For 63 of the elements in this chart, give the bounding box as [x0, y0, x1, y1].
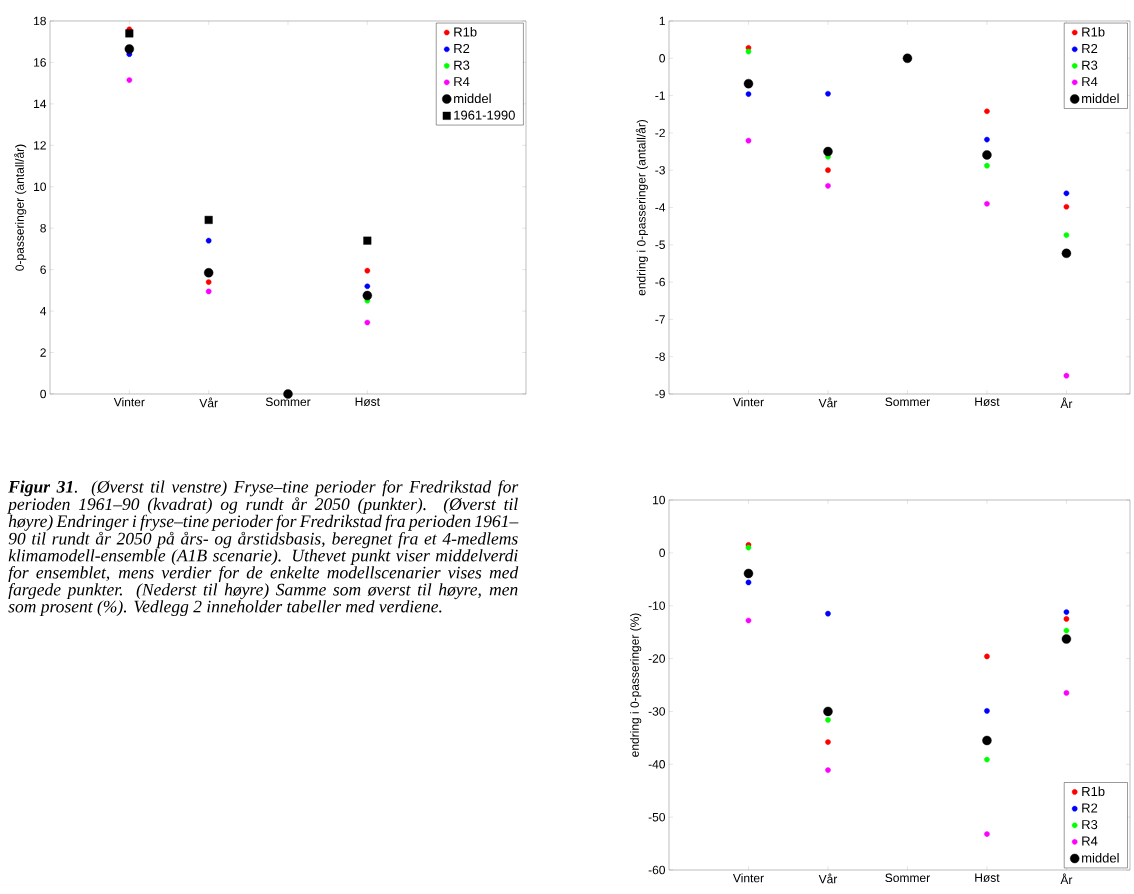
legend-label: R4: [1082, 77, 1098, 87]
legend-label: R3: [454, 60, 470, 70]
y-tick-label: -20: [648, 654, 666, 663]
text: Figur 31. (Øverst til venstre) Fryse–tine perioder for Fredrikstad for perioden 1961–90 (kvadrat) og rundt år 2050 (punkter). (Øverst til høyre) Endringer i fryse–tine perioder for Fredrikstad fra perioden 1961–90 til rundt år 2050 på års- og årstidsbasis, beregnet fra et 4-medlems klimamodell-ensemble (A1B scenarie). Uthevet punkt viser middelverdi for ensemblet, mens verdier for de enkelte modellscenarier vises med fargede punkter. (Nederst til høyre) Samme som øverst til høyre, men som prosent (%). Vedlegg 2 inneholder tabeller med verdiene.: [7, 480, 519, 617]
legend-label: R1b: [1082, 27, 1105, 37]
y-tick-label: -9: [655, 389, 665, 399]
y-tick-label: -4: [655, 203, 666, 212]
legend-label: R3: [1082, 60, 1098, 70]
x-tick-label: Sommer: [885, 873, 930, 883]
y-tick-label: 0: [659, 548, 666, 558]
y-tick-label: 0: [659, 54, 666, 63]
y-tick-label: 1: [659, 16, 665, 26]
legend-label: middel: [1082, 853, 1119, 863]
x-tick-label: Vår: [818, 873, 838, 884]
legend-label: R4: [454, 77, 470, 87]
legend-label: R1b: [1082, 786, 1105, 797]
x-tick-label: Høst: [975, 873, 1000, 883]
y-tick-label: 14: [34, 99, 47, 109]
y-axis-title: 0-passeringer (antall/år): [14, 144, 27, 271]
y-tick-label: -8: [655, 352, 665, 361]
y-tick-label: -7: [655, 315, 665, 324]
legend-label: R2: [1082, 803, 1098, 813]
x-tick-label: Sommer: [265, 397, 311, 407]
legend-label: R4: [1082, 836, 1098, 846]
x-tick-label: Vår: [199, 397, 218, 408]
legend-label: R2: [454, 43, 470, 54]
y-tick-label: -40: [648, 760, 666, 769]
y-axis-title: endring i 0-passeringer (antall/år): [635, 119, 648, 296]
x-tick-label: Vår: [818, 397, 838, 408]
legend-label: middel: [454, 93, 491, 104]
y-tick-label: -5: [655, 240, 665, 249]
y-tick-label: 18: [34, 16, 46, 26]
y-tick-label: -30: [648, 707, 666, 716]
y-tick-label: 12: [34, 141, 46, 150]
legend-label: R2: [1082, 43, 1098, 54]
y-tick-label: 10: [34, 182, 46, 192]
x-tick-label: Vinter: [732, 873, 764, 883]
x-tick-label: Vinter: [113, 397, 145, 407]
y-tick-label: -50: [648, 812, 666, 822]
y-tick-label: 6: [40, 265, 46, 274]
legend-label: R1b: [454, 27, 477, 37]
y-tick-label: 2: [40, 348, 46, 357]
x-tick-label: År: [1060, 397, 1073, 408]
x-tick-label: Vinter: [732, 397, 764, 407]
y-tick-label: -6: [655, 277, 665, 287]
legend-label: 1961-1990: [454, 110, 515, 120]
y-tick-label: -3: [655, 165, 665, 175]
legend-label: middel: [1082, 93, 1119, 104]
x-tick-label: Høst: [355, 397, 380, 406]
y-tick-label: 8: [40, 223, 46, 233]
y-tick-label: 0: [40, 389, 47, 399]
legend-label: R3: [1082, 820, 1098, 830]
y-tick-label: 10: [653, 495, 666, 505]
y-tick-label: -60: [648, 865, 666, 875]
y-tick-label: 16: [34, 58, 46, 67]
y-tick-label: 4: [40, 306, 47, 316]
y-tick-label: -2: [655, 128, 665, 138]
y-tick-label: -1: [655, 91, 665, 100]
x-tick-label: Høst: [975, 397, 1000, 406]
x-tick-label: Sommer: [885, 397, 930, 407]
y-tick-label: -10: [648, 601, 666, 610]
x-tick-label: År: [1060, 873, 1073, 884]
y-axis-title: endring i 0-passeringer (%): [630, 613, 642, 757]
